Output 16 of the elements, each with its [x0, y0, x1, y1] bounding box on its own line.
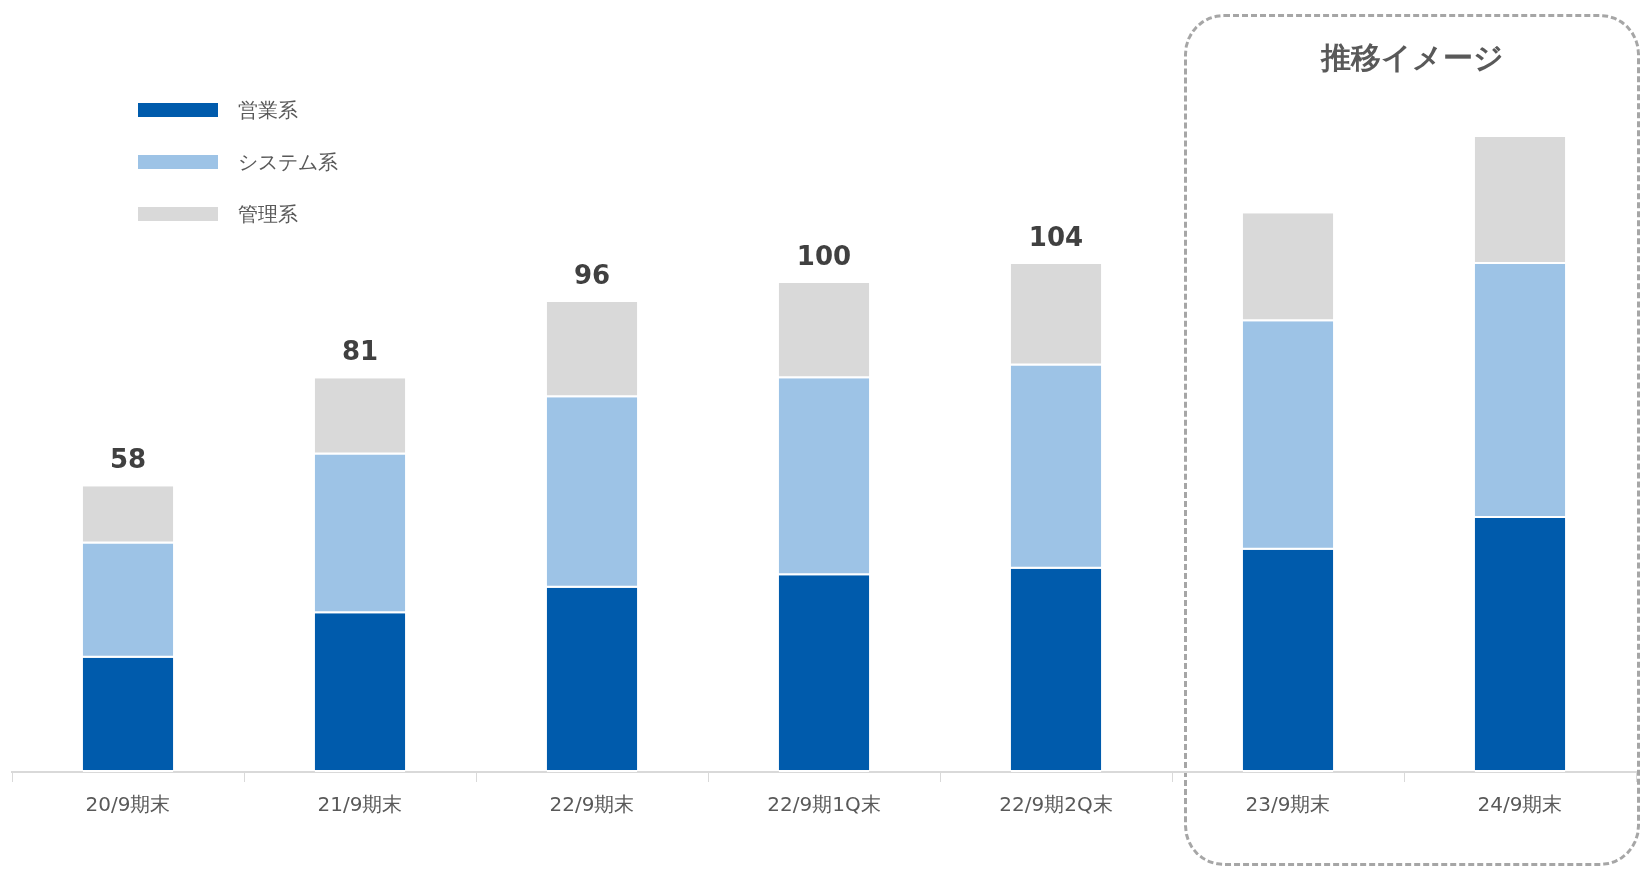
legend-label: システム系: [238, 150, 338, 175]
annotation: 104: [1028, 222, 1084, 252]
x-tick-label: 20/9期末: [85, 792, 171, 817]
x-tick-label: 23/9期末: [1245, 792, 1331, 817]
x-tick-label: 22/9期末: [549, 792, 635, 817]
x-tick-label: 24/9期末: [1477, 792, 1563, 817]
x-tick-label: 22/9期2Q末: [999, 792, 1113, 817]
annotation: 58: [109, 444, 147, 475]
text: 推移イメージ: [1320, 39, 1504, 77]
annotation: 100: [796, 241, 852, 272]
annotation: 96: [573, 260, 611, 291]
x-tick-label: 21/9期末: [317, 792, 403, 817]
x-tick-label: 22/9期1Q末: [767, 792, 881, 817]
legend-label: 管理系: [238, 202, 298, 227]
annotation: 81: [341, 336, 379, 367]
legend-label: 営業系: [238, 98, 298, 123]
